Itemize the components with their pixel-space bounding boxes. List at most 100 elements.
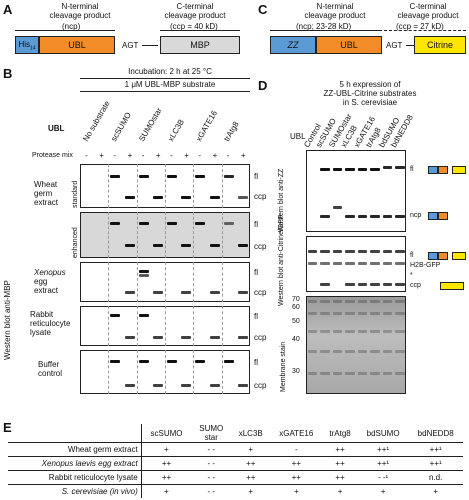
- b-protease-sign: -: [170, 151, 173, 160]
- d-mw-marker: 60: [292, 304, 300, 311]
- b-ccp-1: ccp: [254, 192, 267, 201]
- table-row: S. cerevisiae (in vivo) + - - + + + + +: [8, 484, 463, 498]
- d-band: [382, 250, 392, 253]
- d-band: [395, 350, 405, 353]
- b-ccp-5: ccp: [254, 381, 267, 390]
- b-protease-sign: +: [127, 151, 133, 160]
- d-band: [370, 262, 380, 265]
- b-band: [138, 222, 149, 225]
- d-band: [345, 330, 355, 333]
- d-mw-marker: 30: [292, 368, 300, 375]
- d-band: [332, 330, 342, 333]
- b-band: [152, 291, 163, 294]
- d-ubl-label: UBL: [290, 132, 306, 141]
- b-band: [237, 384, 248, 387]
- b-protease-sign: -: [226, 151, 230, 160]
- table-header: trAtg8: [322, 424, 358, 443]
- d-band: [307, 372, 317, 375]
- b-band: [237, 244, 248, 247]
- a-nterm-size: (ncp): [62, 22, 81, 31]
- d-band: [307, 250, 317, 253]
- d-band: [332, 250, 342, 253]
- b-col-label: No substrate: [80, 99, 112, 143]
- d-band: [382, 350, 392, 353]
- b-col-label: xLC3B: [165, 117, 186, 143]
- b-fl-5: fl: [254, 358, 258, 367]
- table-header: xLC3B: [231, 424, 271, 443]
- d-band: [332, 350, 342, 353]
- b-band: [223, 222, 234, 225]
- d-band: [320, 250, 330, 253]
- c-cterm-size: (ccp = 27 kD): [396, 22, 444, 31]
- d-band: [357, 215, 367, 218]
- d-band: [307, 312, 317, 315]
- d-band: [395, 215, 405, 218]
- d-band: [345, 250, 355, 253]
- d-band: [357, 250, 367, 253]
- d-band: [320, 372, 330, 375]
- b-band: [152, 244, 163, 247]
- d-band: [395, 372, 405, 375]
- blot-membrane-stain: [306, 296, 406, 394]
- d-band: [320, 330, 330, 333]
- d-fl-1: fl: [410, 166, 414, 173]
- d-band: [395, 250, 405, 253]
- b-band: [152, 384, 163, 387]
- d-band: [370, 330, 380, 333]
- d-glyph-citrine-2: [452, 252, 466, 260]
- b-ccp-4: ccp: [254, 333, 267, 342]
- b-protease-sign: +: [184, 151, 189, 160]
- b-band: [138, 270, 149, 273]
- b-row-xenopus: Xenopus egg extract: [34, 268, 66, 295]
- b-ccp-2: ccp: [254, 242, 267, 251]
- panel-c-label: C: [258, 2, 268, 17]
- table-header: scSUMO: [141, 424, 192, 443]
- d-glyph-citrine-1: [452, 166, 466, 174]
- b-row-buffer: Buffer control: [38, 360, 63, 378]
- b-fl-2: fl: [254, 220, 258, 229]
- d-band: [345, 215, 355, 218]
- d-band: [357, 283, 367, 286]
- d-band: [382, 312, 392, 315]
- table-header: bdNEDD8: [408, 424, 463, 443]
- d-band: [382, 372, 392, 375]
- d-band: [320, 350, 330, 353]
- d-glyph-ubl-1: [438, 166, 448, 174]
- d-band: [370, 283, 380, 286]
- d-band: [345, 283, 355, 286]
- table-header: SUMO star: [191, 424, 232, 443]
- d-band: [370, 300, 380, 303]
- b-band: [124, 336, 135, 339]
- b-band: [195, 222, 206, 225]
- d-band: [320, 262, 330, 265]
- d-band: [395, 166, 405, 169]
- d-h2b: H2B-GFP: [410, 262, 441, 269]
- d-glyph-ubl-2: [438, 252, 448, 260]
- d-band: [370, 250, 380, 253]
- d-stain-label: Membrane stain: [280, 341, 287, 392]
- b-band: [124, 196, 135, 199]
- d-band: [307, 300, 317, 303]
- a-cterm-size: (ccp = 40 kD): [170, 22, 218, 31]
- d-band: [345, 372, 355, 375]
- d-band: [345, 262, 355, 265]
- d-band: [307, 330, 317, 333]
- d-fl-2: fl: [410, 252, 414, 259]
- b-enhanced-label: enhanced: [72, 227, 79, 258]
- d-band: [382, 330, 392, 333]
- b-band: [110, 314, 121, 317]
- d-title: 5 h expression of ZZ-UBL-Citrine substra…: [323, 80, 417, 107]
- d-band: [357, 312, 367, 315]
- his-tag-box: His14: [15, 36, 39, 54]
- b-protease-sign: -: [113, 151, 117, 160]
- b-band: [124, 384, 135, 387]
- citrine-box: Citrine: [414, 36, 466, 54]
- d-band: [382, 215, 392, 218]
- b-band: [167, 175, 178, 178]
- d-band: [370, 372, 380, 375]
- b-band: [209, 384, 220, 387]
- b-fl-4: fl: [254, 312, 258, 321]
- b-incubation: Incubation: 2 h at 25 °C: [128, 67, 212, 76]
- b-protease-sign: -: [141, 151, 145, 160]
- d-glyph-zz-1: [428, 166, 438, 174]
